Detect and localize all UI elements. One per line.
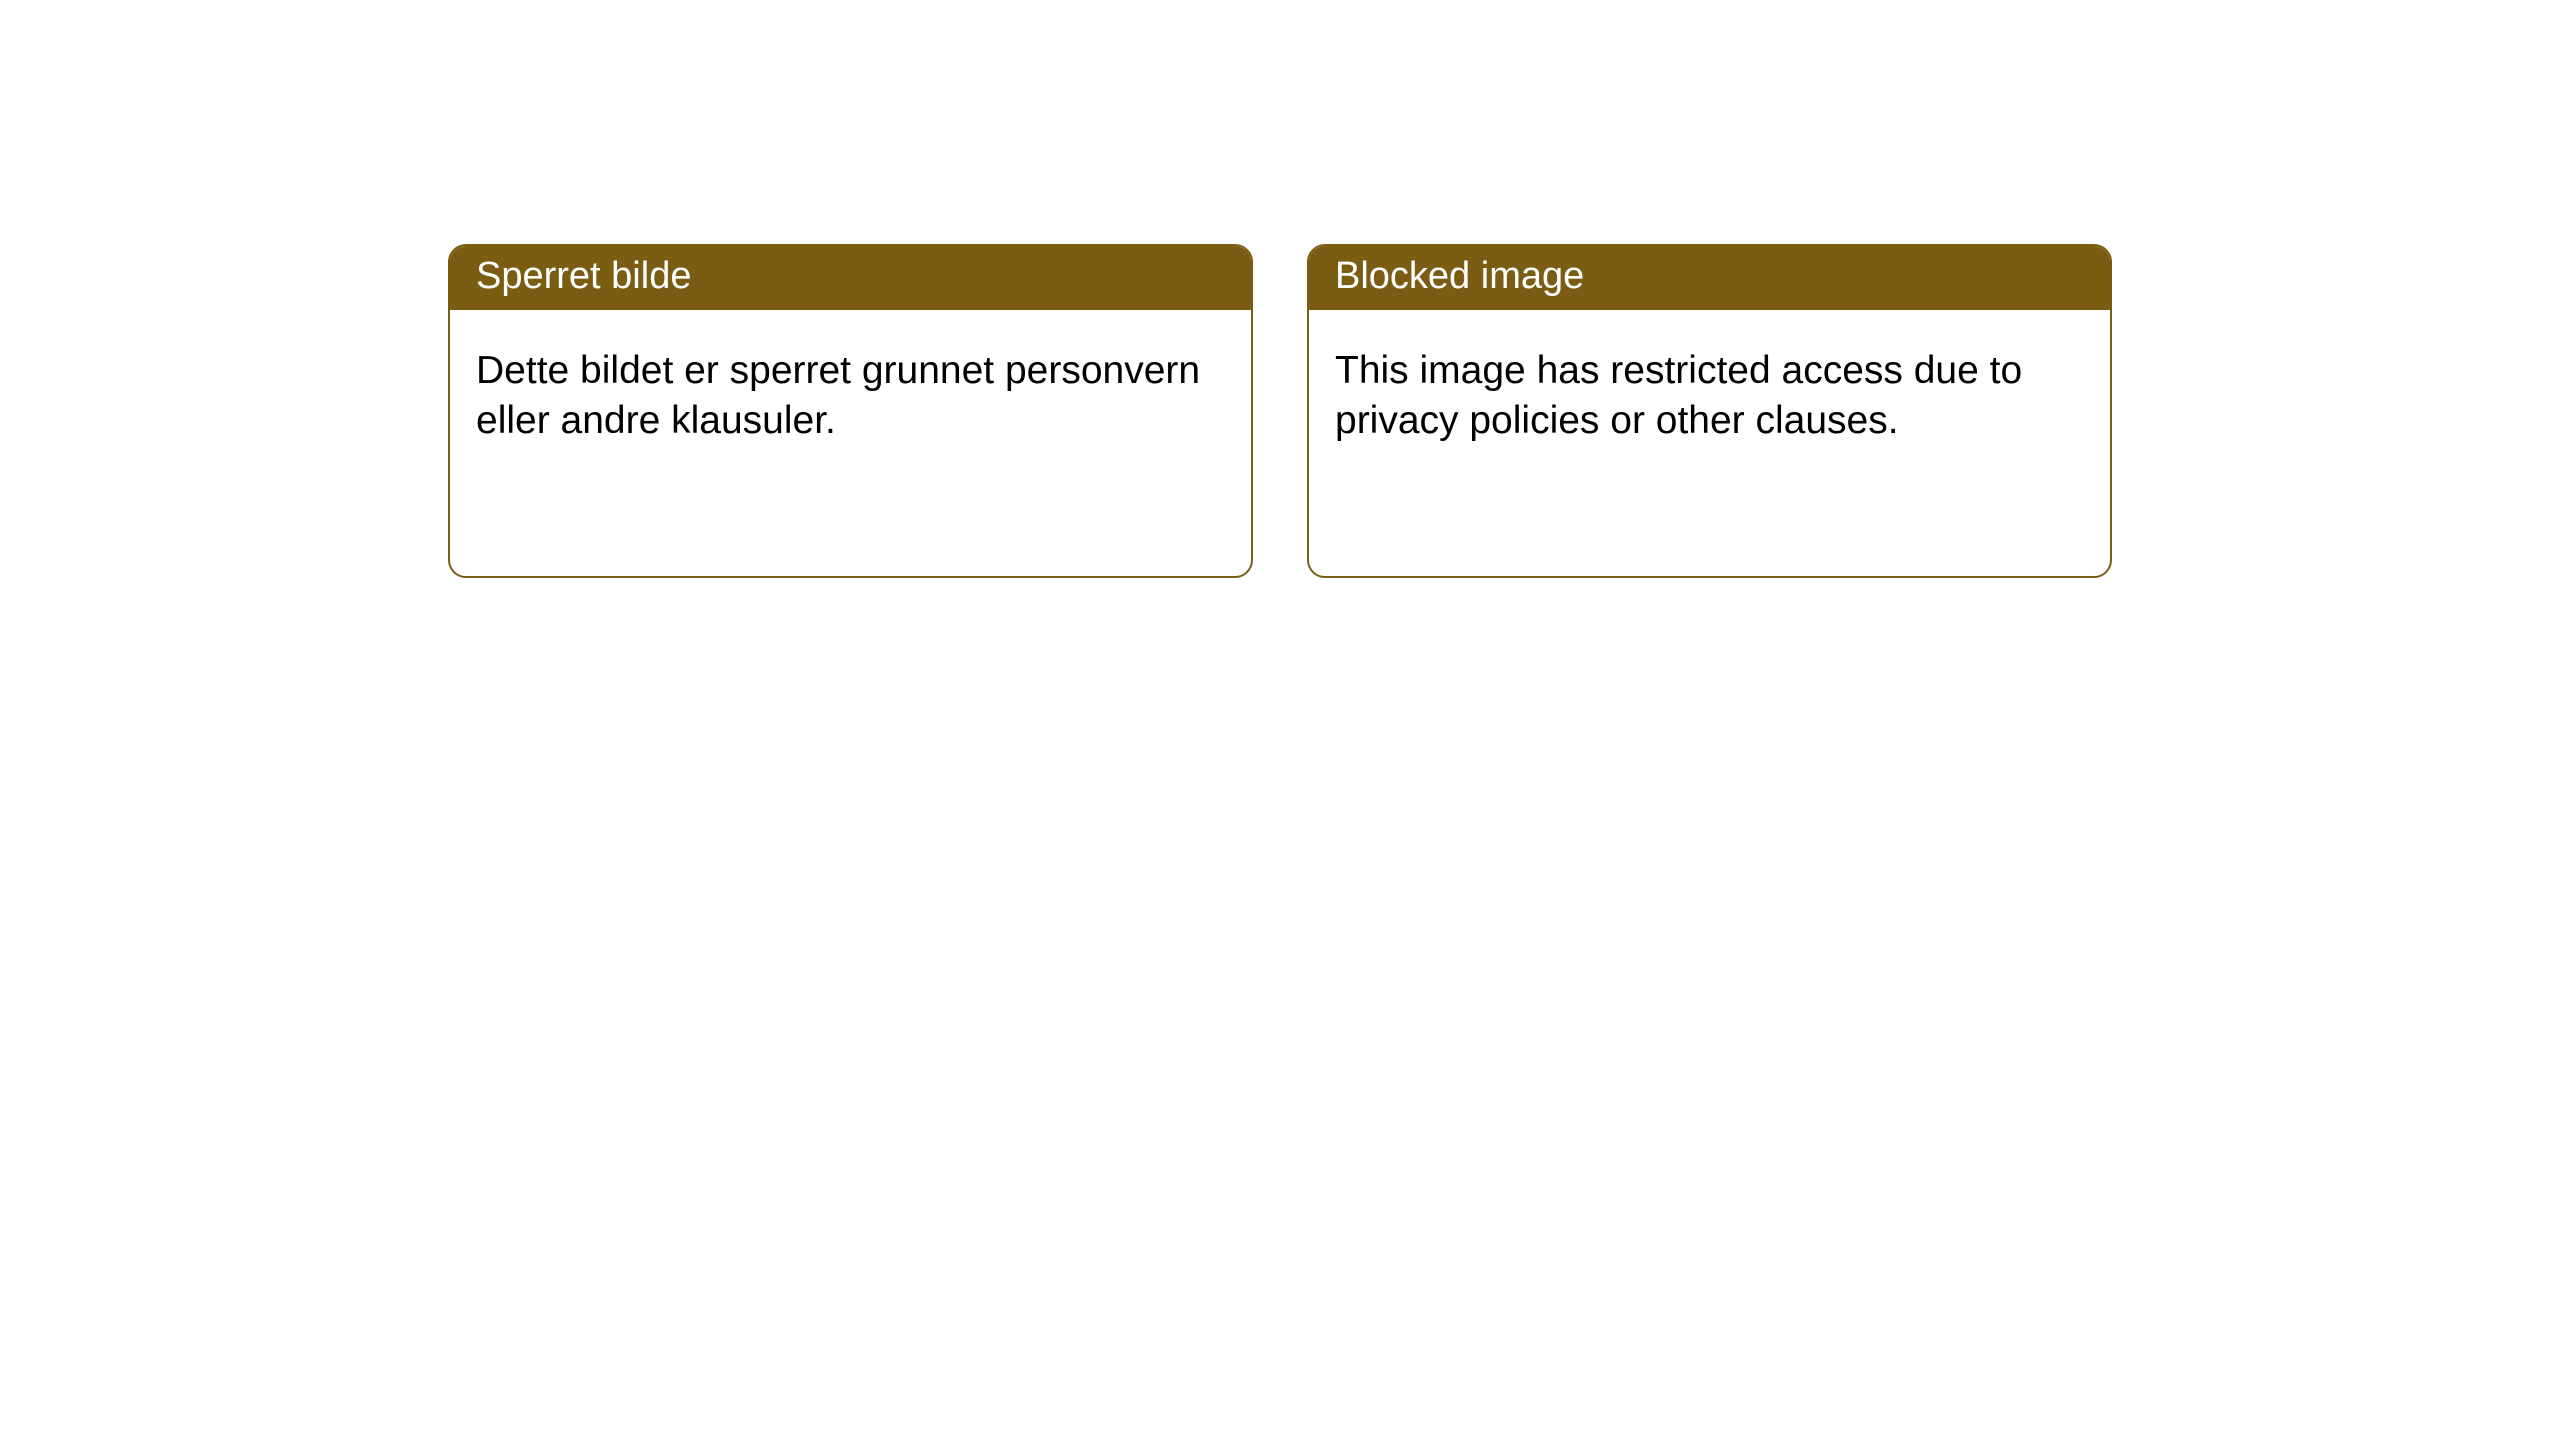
notice-body-text: This image has restricted access due to … xyxy=(1335,349,2022,443)
notice-body: Dette bildet er sperret grunnet personve… xyxy=(450,310,1251,457)
notice-container: Sperret bilde Dette bildet er sperret gr… xyxy=(0,0,2560,578)
notice-box-english: Blocked image This image has restricted … xyxy=(1307,244,2112,578)
notice-title: Blocked image xyxy=(1335,255,1584,297)
notice-title: Sperret bilde xyxy=(476,255,691,297)
notice-body: This image has restricted access due to … xyxy=(1309,310,2110,457)
notice-body-text: Dette bildet er sperret grunnet personve… xyxy=(476,349,1200,443)
notice-box-norwegian: Sperret bilde Dette bildet er sperret gr… xyxy=(448,244,1253,578)
notice-header: Blocked image xyxy=(1309,246,2110,310)
notice-header: Sperret bilde xyxy=(450,246,1251,310)
